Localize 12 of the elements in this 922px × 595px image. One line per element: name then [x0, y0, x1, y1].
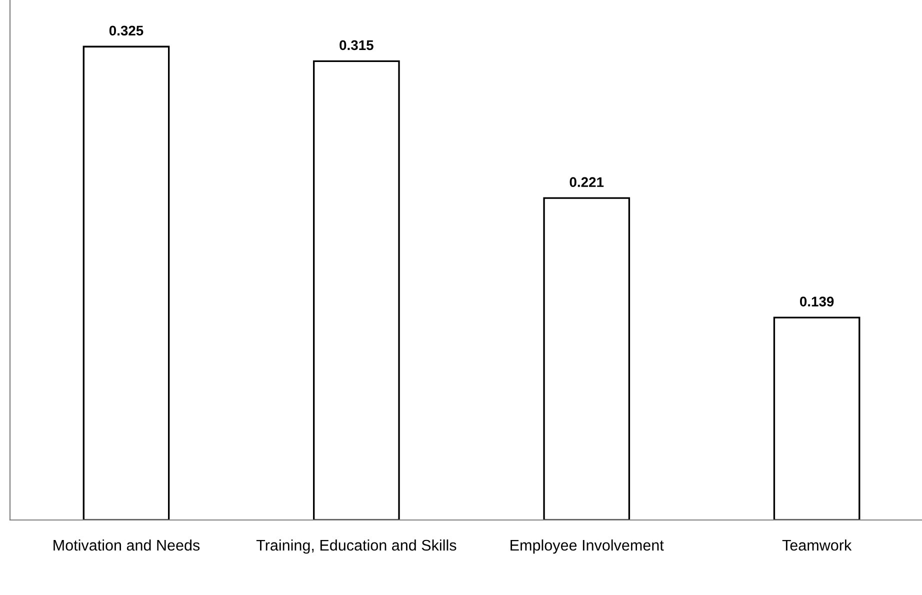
bar — [313, 60, 400, 520]
x-tick-label: Employee Involvement — [510, 539, 664, 554]
data-label: 0.221 — [570, 177, 604, 188]
bar — [82, 46, 170, 520]
x-tick-label: Motivation and Needs — [54, 539, 200, 551]
data-label: 0.139 — [800, 296, 834, 306]
bar — [543, 197, 630, 520]
bar — [773, 316, 860, 520]
data-label: 0.325 — [109, 26, 144, 36]
data-label: 0.315 — [340, 40, 374, 50]
x-tick-label: Teamwork — [782, 539, 852, 551]
x-tick-label: Training, Education and Skills — [256, 539, 456, 554]
